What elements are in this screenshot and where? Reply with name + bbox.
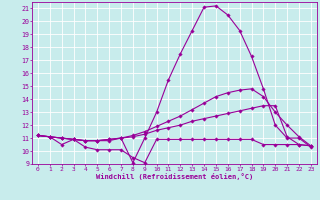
- X-axis label: Windchill (Refroidissement éolien,°C): Windchill (Refroidissement éolien,°C): [96, 173, 253, 180]
